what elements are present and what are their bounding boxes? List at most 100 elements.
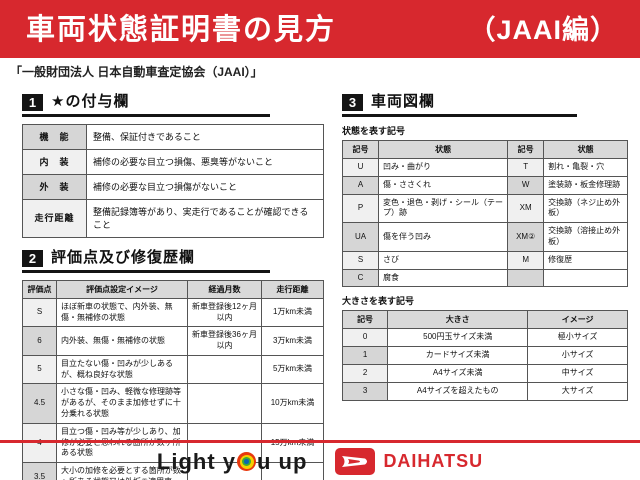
months-cell: 新車登録後12ヶ月以内 xyxy=(187,297,262,328)
table-row: 外 装 補修の必要な目立つ損傷がないこと xyxy=(22,174,324,201)
column-header: 状態 xyxy=(377,140,509,159)
column-header: 走行距離 xyxy=(261,279,324,299)
table-row: 1 カードサイズ未満 小サイズ xyxy=(341,346,628,365)
symbol-cell: A xyxy=(342,175,379,195)
daihatsu-mark-icon xyxy=(335,448,376,475)
table-row: 走行距離 整備記録簿等があり、実走行であることが確認できること xyxy=(22,199,324,238)
state-cell: 交換跡（ネジ止め外板） xyxy=(543,193,628,224)
star-criteria-table: 機 能 整備、保証付きであること 内 装 補修の必要な目立つ損傷、悪臭等がないこ… xyxy=(22,123,324,238)
criteria-label: 走行距離 xyxy=(22,199,87,238)
slogan-text-left: Light y xyxy=(156,448,236,474)
months-cell xyxy=(187,354,262,385)
state-cell: 傷を伴う凹み xyxy=(377,222,509,252)
symbol-cell xyxy=(507,268,545,288)
light-you-up-logo: Light y u up xyxy=(157,449,308,475)
brand-name: DAIHATSU xyxy=(383,451,484,471)
km-cell: 5万km未満 xyxy=(261,354,324,385)
column-header: 記号 xyxy=(341,310,389,330)
page-edition: （JAAI編） xyxy=(468,14,618,45)
state-cell: 変色・退色・剥げ・シール（テープ）跡 xyxy=(377,193,509,224)
column-header: 記号 xyxy=(342,140,379,159)
criteria-value: 整備記録簿等があり、実走行であることが確認できること xyxy=(86,199,324,238)
state-cell: 交換跡（溶接止め外板） xyxy=(543,222,628,252)
table-row: 内 装 補修の必要な目立つ損傷、悪臭等がないこと xyxy=(22,149,324,176)
table-row: P 変色・退色・剥げ・シール（テープ）跡 XM 交換跡（ネジ止め外板） xyxy=(342,193,628,224)
symbol-cell: 1 xyxy=(341,346,389,365)
column-header: イメージ xyxy=(527,310,628,330)
state-cell: 傷・ささくれ xyxy=(377,175,509,195)
table-row: 機 能 整備、保証付きであること xyxy=(22,123,324,151)
page-title: 車両状態証明書の見方 xyxy=(26,14,337,46)
footer-divider xyxy=(0,440,640,443)
state-cell xyxy=(543,268,628,288)
main-content: 1 ★の付与欄 機 能 整備、保証付きであること 内 装 補修の必要な目立つ損傷… xyxy=(0,80,640,480)
grade-cell: 6 xyxy=(22,326,57,356)
criteria-value: 補修の必要な目立つ損傷、悪臭等がないこと xyxy=(86,149,324,176)
symbol-cell: S xyxy=(342,250,379,270)
km-cell: 1万km未満 xyxy=(261,297,324,328)
desc-cell: 大小の加修を必要とする箇所が数ヶ所ある状態又は外板②適用車 xyxy=(56,462,188,480)
symbol-cell: M xyxy=(507,250,545,270)
section3-number-badge: 3 xyxy=(342,94,363,111)
symbol-cell: T xyxy=(507,158,545,177)
section1-title: ★の付与欄 xyxy=(51,93,130,110)
section1-header: 1 ★の付与欄 xyxy=(22,90,270,117)
table-row: 3 A4サイズを超えたもの 大サイズ xyxy=(341,381,628,401)
column-header: 記号 xyxy=(507,140,545,159)
km-cell: 3万km未満 xyxy=(261,326,324,356)
table-row: 3.5 大小の加修を必要とする箇所が数ヶ所ある状態又は外板②適用車 xyxy=(22,462,324,480)
symbol-cell: XM② xyxy=(507,222,545,252)
section2-number-badge: 2 xyxy=(22,249,43,267)
symbol-cell: W xyxy=(507,175,545,195)
symbols-table-caption: 状態を表す記号 xyxy=(342,126,406,136)
slogan-text-right: u up xyxy=(257,448,308,474)
km-cell xyxy=(261,462,324,480)
column-header: 評価点設定イメージ xyxy=(56,279,188,299)
section2-header: 2 評価点及び修復歴欄 xyxy=(22,246,270,273)
column-header: 経過月数 xyxy=(187,279,262,299)
size-cell: カードサイズ未満 xyxy=(387,346,529,365)
desc-cell: 内外装、無傷・無補修の状態 xyxy=(56,326,188,356)
page-footer: Light y u up DAIHATSU xyxy=(0,440,640,480)
symbol-cell: U xyxy=(342,158,379,177)
table-row: 5 目立たない傷・凹みが少しあるが、概ね良好な状態 5万km未満 xyxy=(22,354,324,385)
table-row: 2 A4サイズ未満 中サイズ xyxy=(341,363,628,383)
image-cell: 中サイズ xyxy=(527,363,628,383)
grade-cell: S xyxy=(22,297,57,328)
months-cell: 新車登録後36ヶ月以内 xyxy=(187,326,262,356)
image-cell: 大サイズ xyxy=(527,381,628,401)
months-cell xyxy=(187,383,262,424)
table-row: UA 傷を伴う凹み XM② 交換跡（溶接止め外板） xyxy=(342,222,628,252)
size-cell: A4サイズを超えたもの xyxy=(387,381,529,401)
criteria-value: 整備、保証付きであること xyxy=(86,123,324,151)
state-cell: 修復歴 xyxy=(543,250,628,270)
grade-cell: 3.5 xyxy=(22,462,57,480)
criteria-label: 外 装 xyxy=(22,174,87,201)
symbol-cell: 3 xyxy=(341,381,389,401)
table-row: 6 内外装、無傷・無補修の状態 新車登録後36ヶ月以内 3万km未満 xyxy=(22,326,324,356)
km-cell: 10万km未満 xyxy=(261,383,324,424)
target-rings-icon xyxy=(237,452,256,471)
symbol-cell: 0 xyxy=(341,328,389,348)
left-column: 1 ★の付与欄 機 能 整備、保証付きであること 内 装 補修の必要な目立つ損傷… xyxy=(22,82,324,480)
desc-cell: 小さな傷・凹み、軽微な修理跡等があるが、そのまま加修せずに十分乗れる状態 xyxy=(56,383,188,424)
criteria-label: 内 装 xyxy=(22,149,87,176)
table-row: A 傷・ささくれ W 塗装跡・板金修理跡 xyxy=(342,175,628,195)
page-subtitle: 「一般財団法人 日本自動車査定協会（JAAI）」 xyxy=(10,65,263,79)
symbol-cell: C xyxy=(342,268,379,288)
grade-cell: 4 xyxy=(22,422,57,464)
state-cell: 凹み・曲がり xyxy=(377,158,509,177)
right-column: 3 車両図欄 状態を表す記号 記号 状態 記号 状態 U 凹み・曲がり T 割れ… xyxy=(341,82,628,480)
table-header-row: 記号 状態 記号 状態 xyxy=(342,140,628,159)
desc-cell: 目立たない傷・凹みが少しあるが、概ね良好な状態 xyxy=(56,354,188,385)
table-header-row: 評価点 評価点設定イメージ 経過月数 走行距離 xyxy=(22,279,324,299)
state-cell: 腐食 xyxy=(377,268,509,288)
size-table-caption: 大きさを表す記号 xyxy=(342,296,415,307)
desc-cell: ほぼ新車の状態で、内外装、無傷・無補修の状態 xyxy=(56,297,188,328)
symbol-cell: XM xyxy=(507,193,545,224)
column-header: 状態 xyxy=(543,140,628,159)
section3-title: 車両図欄 xyxy=(371,93,436,110)
table-row: C 腐食 xyxy=(342,268,628,288)
table-row: 4.5 小さな傷・凹み、軽微な修理跡等があるが、そのまま加修せずに十分乗れる状態… xyxy=(22,383,324,424)
symbol-cell: UA xyxy=(342,222,379,252)
